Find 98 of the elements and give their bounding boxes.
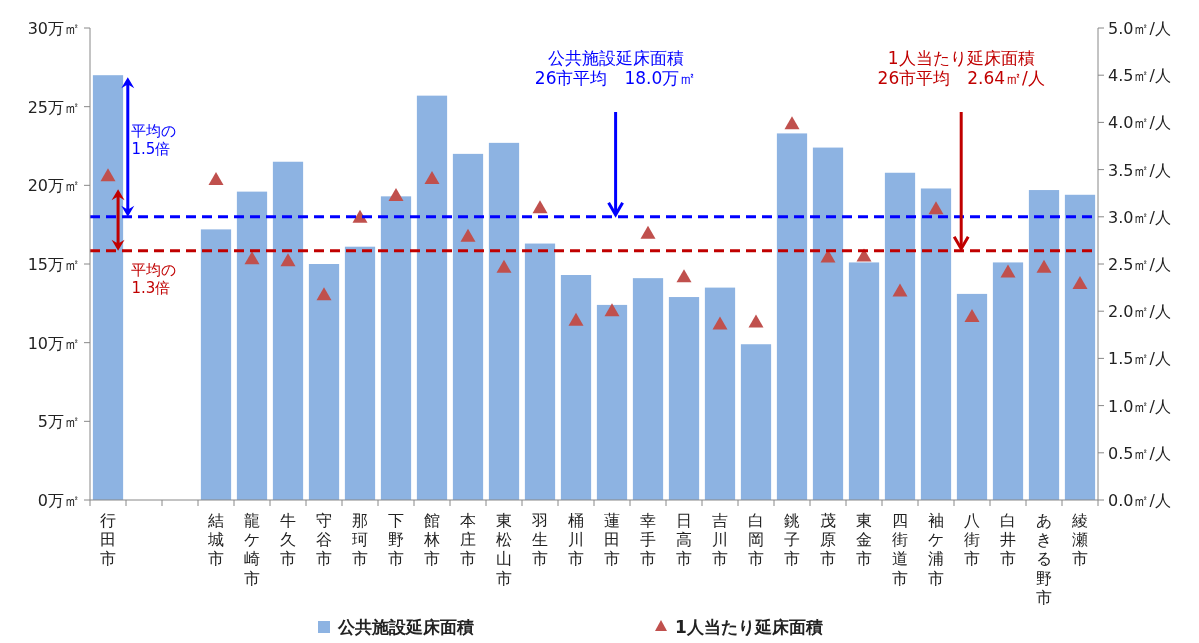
bar — [308, 264, 340, 500]
bar — [704, 287, 736, 500]
point — [496, 259, 512, 273]
bar — [416, 95, 448, 500]
x-tick-label: 幸手市 — [640, 511, 656, 569]
x-tick-label: 桶川市 — [568, 511, 584, 569]
point — [208, 172, 224, 186]
bar — [344, 246, 376, 500]
x-tick-label: あきる野市 — [1036, 511, 1052, 607]
point — [1072, 275, 1088, 289]
point — [784, 116, 800, 130]
bar — [668, 297, 700, 500]
bar — [488, 142, 520, 500]
bar — [884, 172, 916, 500]
x-tick-label: 守谷市 — [316, 511, 332, 569]
x-tick-label: 白岡市 — [748, 511, 764, 569]
y2-tick-label: 2.5㎡/人 — [1108, 255, 1171, 274]
x-tick-label: 日高市 — [676, 511, 692, 569]
bar — [740, 344, 772, 500]
bar — [848, 262, 880, 500]
point — [928, 201, 944, 215]
y2-tick-label: 4.0㎡/人 — [1108, 113, 1171, 133]
point — [676, 269, 692, 283]
bar — [236, 191, 268, 500]
x-tick-label: 東金市 — [856, 511, 872, 569]
point — [532, 200, 548, 214]
bar — [956, 293, 988, 500]
point — [568, 312, 584, 326]
y2-tick-label: 4.5㎡/人 — [1108, 66, 1171, 86]
x-tick-label: 四街道市 — [892, 511, 908, 588]
x-tick-label: 白井市 — [1000, 511, 1016, 569]
annotation: 平均の 1.3倍 — [131, 260, 177, 297]
y-tick-label: 20万㎡ — [27, 176, 80, 196]
point — [316, 287, 332, 301]
x-tick-label: 八街市 — [964, 511, 980, 569]
point — [280, 253, 296, 267]
point — [1036, 259, 1052, 273]
x-tick-label: 吉川市 — [712, 511, 728, 569]
point — [892, 283, 908, 297]
ref-line-label: 公共施設延床面積 26市平均 18.0万㎡ — [534, 48, 697, 89]
y2-tick-label: 3.5㎡/人 — [1108, 160, 1171, 180]
x-tick-label: 牛久市 — [280, 511, 296, 569]
y-tick-label: 15万㎡ — [27, 255, 80, 274]
point — [460, 228, 476, 242]
x-tick-label: 結城市 — [207, 511, 224, 569]
point — [244, 251, 260, 265]
x-tick-label: 龍ケ崎市 — [244, 511, 260, 588]
x-tick-label: 下野市 — [388, 511, 404, 569]
x-tick-label: 行田市 — [100, 511, 116, 569]
bar — [632, 278, 664, 500]
x-tick-label: 銚子市 — [784, 511, 800, 569]
point — [424, 171, 440, 185]
bar — [596, 304, 628, 500]
x-tick-label: 蓮田市 — [604, 511, 620, 569]
y-tick-label: 25万㎡ — [27, 97, 80, 117]
x-tick-label: 那珂市 — [352, 511, 368, 569]
bar — [524, 243, 556, 500]
x-tick-label: 館林市 — [423, 511, 440, 569]
point — [1000, 264, 1016, 278]
y2-tick-label: 1.0㎡/人 — [1108, 396, 1171, 416]
y-tick-label: 0万㎡ — [37, 491, 80, 510]
x-tick-label: 東松山市 — [496, 511, 512, 588]
x-tick-label: 本庄市 — [460, 511, 476, 569]
bar — [92, 75, 124, 500]
point — [100, 168, 116, 182]
point — [712, 316, 728, 330]
bar — [452, 153, 484, 500]
y2-tick-label: 2.0㎡/人 — [1108, 302, 1171, 322]
y2-tick-label: 0.5㎡/人 — [1108, 443, 1171, 463]
y-tick-label: 30万㎡ — [27, 19, 80, 38]
y2-tick-label: 5.0㎡/人 — [1108, 19, 1171, 38]
bar — [776, 133, 808, 500]
annotation: 平均の 1.5倍 — [131, 122, 177, 158]
y2-tick-label: 3.0㎡/人 — [1108, 207, 1171, 227]
y2-tick-label: 0.0㎡/人 — [1108, 491, 1171, 510]
bar — [1028, 190, 1060, 500]
x-tick-label: 茂原市 — [820, 511, 836, 569]
bar — [560, 275, 592, 500]
bar — [992, 262, 1024, 500]
y-tick-label: 5万㎡ — [37, 412, 80, 432]
point — [388, 188, 404, 202]
bar — [812, 147, 844, 500]
bar — [920, 188, 952, 500]
y2-tick-label: 1.5㎡/人 — [1108, 349, 1171, 369]
bar — [272, 161, 304, 500]
point — [352, 209, 368, 223]
x-tick-label: 綾瀬市 — [1071, 511, 1088, 569]
point — [604, 303, 620, 317]
ref-line-label: 1人当たり延床面積 26市平均 2.64㎡/人 — [877, 48, 1045, 89]
bar — [200, 229, 232, 500]
bar — [1064, 194, 1096, 500]
bar — [380, 196, 412, 500]
point — [964, 308, 980, 322]
point — [748, 314, 764, 328]
x-tick-label: 羽生市 — [531, 511, 548, 569]
y-tick-label: 10万㎡ — [27, 333, 80, 353]
point — [640, 225, 656, 239]
x-tick-label: 袖ケ浦市 — [928, 511, 944, 588]
